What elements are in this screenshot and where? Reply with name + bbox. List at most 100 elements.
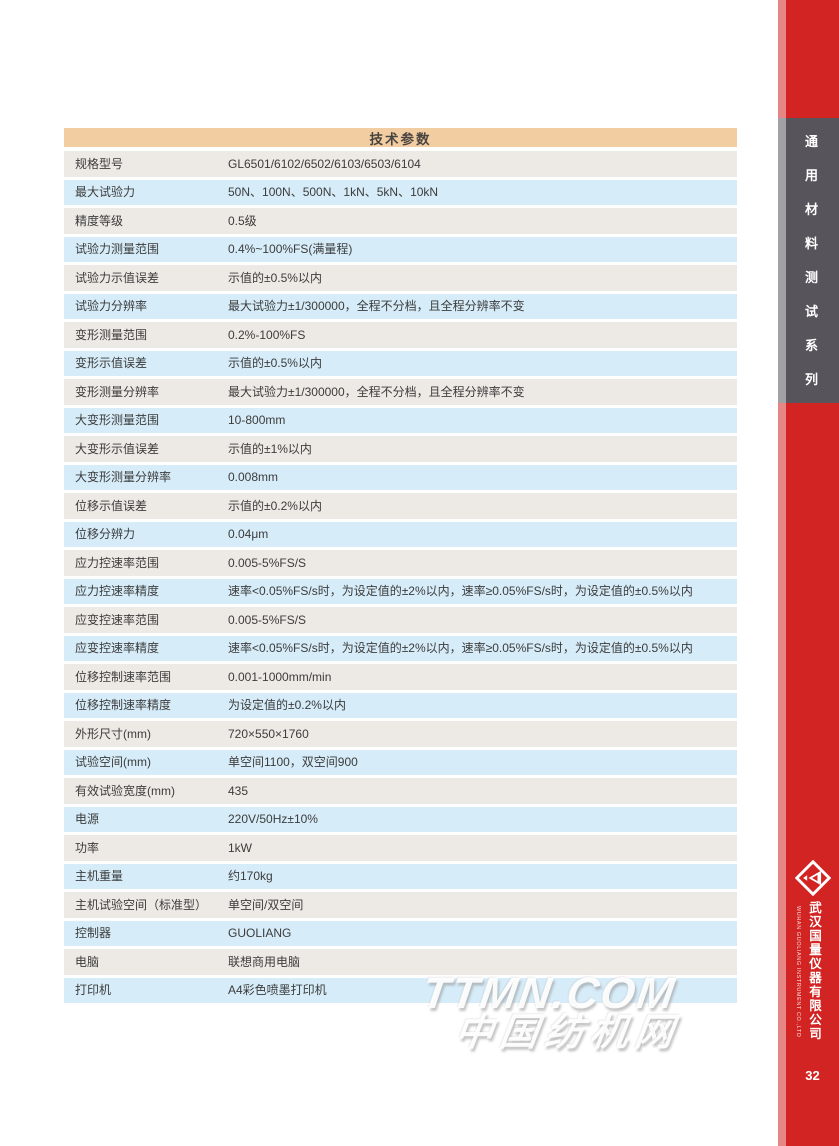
row-value: 速率<0.05%FS/s时，为设定值的±2%以内，速率≥0.05%FS/s时，为…	[228, 641, 693, 656]
table-row: 试验力示值误差 示值的±0.5%以内	[64, 265, 737, 294]
table-row: 试验空间(mm) 单空间1100，双空间900	[64, 749, 737, 778]
diamond-arrow-logo-icon	[794, 859, 831, 897]
vertical-char: 试	[804, 304, 818, 319]
sidebar-edge-highlight	[778, 0, 786, 1146]
row-label: 大变形测量分辨率	[75, 470, 172, 485]
vertical-char: 材	[804, 202, 818, 217]
vertical-char: 限	[809, 999, 822, 1013]
table-row: 大变形测量范围 10-800mm	[64, 407, 737, 436]
table-row: 打印机 A4彩色喷墨打印机	[64, 977, 737, 1006]
table-row: 位移控制速率精度 为设定值的±0.2%以内	[64, 692, 737, 721]
row-label: 大变形测量范围	[75, 413, 160, 428]
row-value: 10-800mm	[228, 413, 286, 428]
table-row: 外形尺寸(mm) 720×550×1760	[64, 721, 737, 750]
series-tab: 通用材料测试系列	[778, 118, 839, 403]
row-value: 最大试验力±1/300000，全程不分档，且全程分辨率不变	[228, 384, 525, 399]
vertical-char: 有	[809, 985, 822, 999]
table-row: 应变控速率范围 0.005-5%FS/S	[64, 607, 737, 636]
row-value: 1kW	[228, 840, 252, 855]
page-number: 32	[805, 1068, 820, 1083]
vertical-char: 量	[809, 943, 822, 957]
row-label: 应力控速率范围	[75, 555, 160, 570]
row-label: 打印机	[75, 983, 112, 998]
table-row: 主机重量 约170kg	[64, 863, 737, 892]
row-value: A4彩色喷墨打印机	[228, 983, 327, 998]
vertical-char: 仪	[809, 957, 822, 971]
row-label: 功率	[75, 840, 100, 855]
table-row: 变形示值误差 示值的±0.5%以内	[64, 350, 737, 379]
row-value: 0.5级	[228, 213, 257, 228]
table-body: 规格型号 GL6501/6102/6502/6103/6503/6104 最大试验力…	[64, 151, 737, 1006]
row-label: 最大试验力	[75, 185, 136, 200]
table-row: 试验力测量范围 0.4%~100%FS(满量程)	[64, 236, 737, 265]
table-row: 控制器 GUOLIANG	[64, 920, 737, 949]
vertical-char: 汉	[809, 915, 822, 929]
vertical-char: 武	[809, 901, 822, 915]
vertical-char: 料	[804, 236, 818, 251]
row-value: 为设定值的±0.2%以内	[228, 698, 346, 713]
row-label: 主机试验空间（标准型）	[75, 897, 208, 912]
table-row: 大变形示值误差 示值的±1%以内	[64, 436, 737, 465]
vertical-char: 测	[804, 270, 818, 285]
table-row: 应变控速率精度 速率<0.05%FS/s时，为设定值的±2%以内，速率≥0.05%…	[64, 635, 737, 664]
table-row: 大变形测量分辨率 0.008mm	[64, 464, 737, 493]
table-row: 功率 1kW	[64, 835, 737, 864]
row-label: 控制器	[75, 926, 112, 941]
table-row: 试验力分辨率 最大试验力±1/300000，全程不分档，且全程分辨率不变	[64, 293, 737, 322]
row-value: GL6501/6102/6502/6103/6503/6104	[228, 156, 421, 171]
table-row: 精度等级 0.5级	[64, 208, 737, 237]
sidebar: 通用材料测试系列 武汉国量仪器有限公司 32	[778, 0, 839, 1146]
vertical-char: 国	[809, 929, 822, 943]
row-value: 0.04μm	[228, 527, 269, 542]
row-label: 变形测量范围	[75, 327, 148, 342]
table-row: 电源 220V/50Hz±10%	[64, 806, 737, 835]
table-row: 规格型号 GL6501/6102/6502/6103/6503/6104	[64, 151, 737, 180]
table-row: 电脑 联想商用电脑	[64, 949, 737, 978]
row-value: 435	[228, 783, 249, 798]
vertical-char: 通	[804, 134, 818, 149]
table-row: 变形测量分辨率 最大试验力±1/300000，全程不分档，且全程分辨率不变	[64, 379, 737, 408]
company-name-english: WUHAN GUOLIANG INSTRUMENT CO.,LTD	[795, 906, 801, 1038]
row-label: 电源	[75, 812, 100, 827]
row-label: 主机重量	[75, 869, 124, 884]
row-label: 试验力分辨率	[75, 299, 148, 314]
row-label: 变形测量分辨率	[75, 384, 160, 399]
table-row: 有效试验宽度(mm) 435	[64, 778, 737, 807]
table-title: 技术参数	[64, 128, 737, 151]
row-value: 示值的±1%以内	[228, 441, 312, 456]
table-row: 变形测量范围 0.2%-100%FS	[64, 322, 737, 351]
table-row: 位移示值误差 示值的±0.2%以内	[64, 493, 737, 522]
row-label: 试验力测量范围	[75, 242, 160, 257]
table-row: 最大试验力 50N、100N、500N、1kN、5kN、10kN	[64, 179, 737, 208]
table-row: 应力控速率精度 速率<0.05%FS/s时，为设定值的±2%以内，速率≥0.05%…	[64, 578, 737, 607]
row-value: 0.2%-100%FS	[228, 327, 306, 342]
row-value: 0.4%~100%FS(满量程)	[228, 242, 353, 257]
row-value: 联想商用电脑	[228, 954, 301, 969]
row-value: 示值的±0.2%以内	[228, 498, 322, 513]
row-label: 外形尺寸(mm)	[75, 726, 151, 741]
company-name-vertical: 武汉国量仪器有限公司	[778, 902, 839, 1041]
row-value: 速率<0.05%FS/s时，为设定值的±2%以内，速率≥0.05%FS/s时，为…	[228, 584, 693, 599]
row-value: 示值的±0.5%以内	[228, 356, 322, 371]
row-label: 位移控制速率精度	[75, 698, 172, 713]
vertical-char: 器	[809, 971, 822, 985]
row-label: 精度等级	[75, 213, 124, 228]
row-value: 720×550×1760	[228, 726, 309, 741]
vertical-char: 系	[804, 338, 818, 353]
company-logo	[778, 859, 839, 901]
row-value: 示值的±0.5%以内	[228, 270, 322, 285]
row-label: 电脑	[75, 954, 100, 969]
row-label: 应力控速率精度	[75, 584, 160, 599]
row-label: 有效试验宽度(mm)	[75, 783, 175, 798]
vertical-char: 公	[809, 1013, 822, 1027]
row-value: 0.005-5%FS/S	[228, 612, 307, 627]
table-row: 位移分辨力 0.04μm	[64, 521, 737, 550]
row-label: 试验力示值误差	[75, 270, 160, 285]
row-value: 单空间/双空间	[228, 897, 304, 912]
row-value: 220V/50Hz±10%	[228, 812, 318, 827]
row-label: 位移分辨力	[75, 527, 136, 542]
vertical-char: 司	[809, 1027, 822, 1041]
row-label: 试验空间(mm)	[75, 755, 151, 770]
row-value: 0.008mm	[228, 470, 279, 485]
row-value: GUOLIANG	[228, 926, 292, 941]
